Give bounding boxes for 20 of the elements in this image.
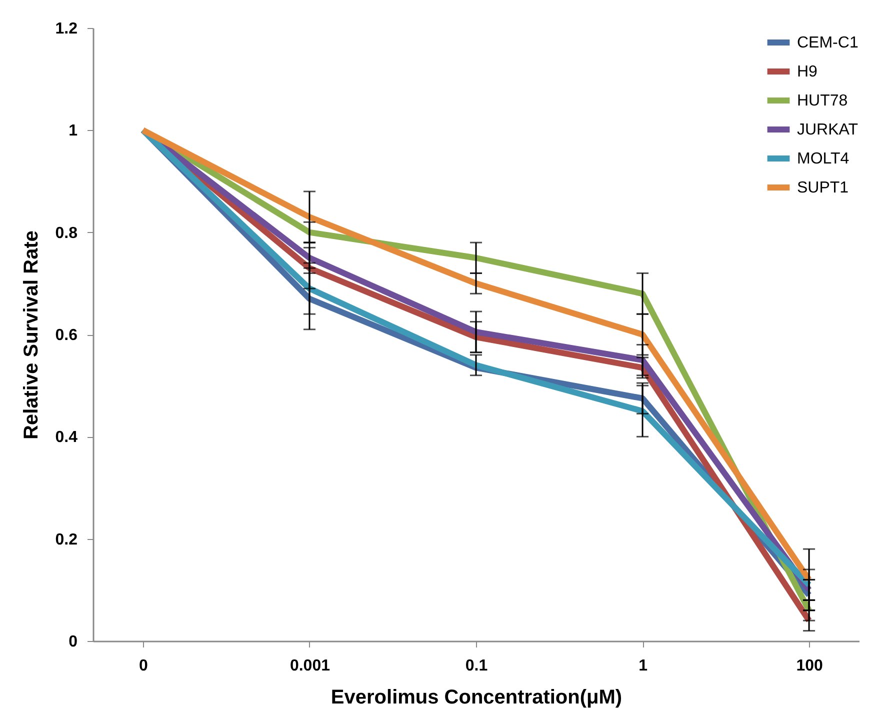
legend-label: HUT78 (797, 92, 848, 110)
y-tick-label: 0.2 (55, 531, 78, 548)
y-tick-label: 0 (68, 634, 78, 650)
legend-label: JURKAT (797, 122, 858, 138)
legend-label: SUPT1 (797, 180, 849, 196)
x-axis-title: Everolimus Concentration(μM) (330, 686, 622, 708)
y-tick-label: 0.6 (55, 327, 78, 344)
y-tick-label: 1.2 (55, 20, 78, 38)
y-tick-label: 0.4 (55, 429, 78, 446)
legend-label: CEM-C1 (797, 34, 858, 52)
legend-label: H9 (797, 64, 818, 80)
x-tick-label: 100 (796, 658, 823, 674)
y-axis-title: Relative Survival Rate (20, 230, 42, 440)
y-tick-label: 1 (68, 122, 78, 140)
x-tick-label: 0.001 (290, 658, 330, 674)
legend-label: MOLT4 (797, 150, 850, 168)
x-tick-label: 0.1 (465, 658, 488, 674)
y-tick-label: 0.8 (55, 224, 78, 242)
x-tick-label: 1 (638, 658, 648, 674)
x-tick-label: 0 (139, 658, 148, 674)
